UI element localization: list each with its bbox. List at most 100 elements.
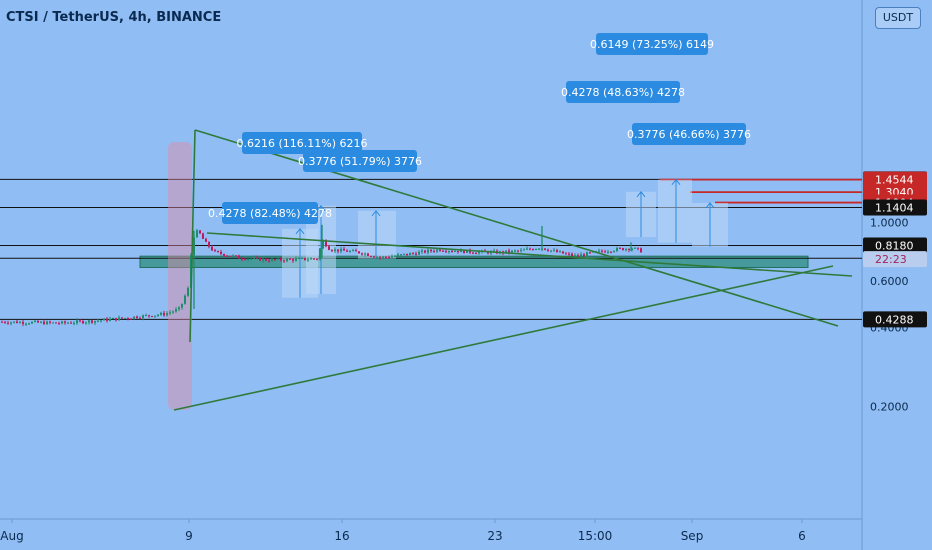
measure-arrowhead	[316, 205, 326, 212]
candle-body	[403, 253, 405, 255]
trendline	[194, 129, 839, 327]
currency-button[interactable]: USDT	[875, 7, 921, 29]
candle-body	[457, 250, 459, 253]
candle-body	[454, 250, 456, 252]
candle-body	[616, 247, 618, 251]
candle-body	[268, 260, 270, 262]
pump-highlight	[168, 142, 192, 410]
candle-body	[211, 246, 213, 251]
candle-body	[55, 322, 57, 324]
candle-body	[169, 312, 171, 314]
candle-body	[577, 255, 579, 257]
candle-body	[145, 315, 147, 317]
candle-body	[376, 257, 378, 259]
candle-body	[73, 322, 75, 324]
candle-body	[175, 309, 177, 312]
candle-body	[586, 252, 588, 256]
candle-body	[130, 318, 132, 320]
candle-body	[391, 256, 393, 258]
candle-body	[370, 255, 372, 257]
candle-body	[67, 322, 69, 324]
candle-body	[535, 248, 537, 250]
candle-body	[388, 257, 390, 259]
candle-body	[418, 251, 420, 255]
measure-label-box	[566, 81, 680, 103]
measure-label-text: 0.6216 (116.11%) 6216	[236, 137, 367, 150]
candle-body	[367, 253, 369, 256]
candle-body	[142, 315, 144, 319]
level-badge-box	[863, 199, 927, 216]
candle-body	[187, 287, 189, 296]
candle-body	[436, 249, 438, 252]
candle-body	[430, 249, 432, 252]
candle-body	[109, 318, 111, 321]
candle-body	[556, 250, 558, 253]
candle-body	[28, 323, 30, 325]
candle-body	[352, 250, 354, 252]
price-axis[interactable]: 1.40001.00000.60000.40000.20001.45761.45…	[863, 171, 927, 414]
candle-body	[208, 241, 210, 247]
candle-body	[220, 251, 222, 254]
measure-arrowhead	[295, 228, 305, 235]
measure-arrowhead	[636, 190, 646, 198]
time-axis[interactable]: Aug 9 16 23 15:00 Sep 6	[0, 519, 806, 543]
candle-body	[544, 248, 546, 250]
candle-body	[70, 322, 72, 324]
candle-body	[373, 256, 375, 258]
candle-body	[334, 249, 336, 252]
measure-box	[358, 210, 396, 259]
candle-body	[550, 250, 552, 252]
candle-body	[358, 251, 360, 254]
candle-body	[118, 317, 120, 321]
candle-body	[460, 249, 462, 253]
trendline	[189, 129, 196, 343]
candle-body	[256, 257, 258, 259]
candle-body	[283, 260, 285, 262]
candle-body	[571, 253, 573, 256]
candle-body	[106, 318, 108, 321]
measure-label: 0.3776 (46.66%) 3776	[627, 123, 751, 145]
candle-body	[442, 250, 444, 252]
candle-body	[466, 249, 468, 253]
candle-body	[427, 249, 429, 253]
candle-body	[598, 250, 600, 252]
candle-body	[235, 255, 237, 257]
candle-body	[472, 252, 474, 254]
trendlines-layer	[173, 129, 853, 411]
candle-body	[631, 248, 633, 251]
candle-body	[568, 253, 570, 255]
candle-body	[304, 257, 306, 260]
candle-body	[250, 258, 252, 260]
candle-body	[604, 251, 606, 253]
level-badge: 0.8180	[863, 237, 927, 254]
candle-body	[307, 259, 309, 261]
candle-body	[133, 316, 135, 319]
trendline	[173, 265, 834, 411]
candle-body	[286, 258, 288, 262]
candle-body	[154, 315, 156, 317]
candle-body	[151, 316, 153, 318]
candle-body	[553, 250, 555, 252]
candle-body	[202, 233, 204, 239]
candle-body	[520, 249, 522, 251]
candle-body	[433, 251, 435, 253]
candle-body	[274, 259, 276, 261]
candles-layer	[1, 224, 642, 327]
candle-body	[505, 250, 507, 254]
candle-body	[622, 248, 624, 251]
candle-body	[526, 248, 528, 250]
candle-body	[409, 253, 411, 256]
candle-body	[223, 253, 225, 256]
time-tick-label: 6	[798, 529, 806, 543]
candle-body	[565, 253, 567, 255]
measure-label-text: 0.3776 (46.66%) 3776	[627, 128, 751, 141]
candle-body	[628, 248, 630, 251]
candle-body	[178, 307, 180, 310]
candle-body	[580, 254, 582, 256]
candle-body	[511, 250, 513, 253]
candle-body	[478, 251, 480, 254]
candle-body	[613, 250, 615, 252]
candle-body	[493, 250, 495, 252]
